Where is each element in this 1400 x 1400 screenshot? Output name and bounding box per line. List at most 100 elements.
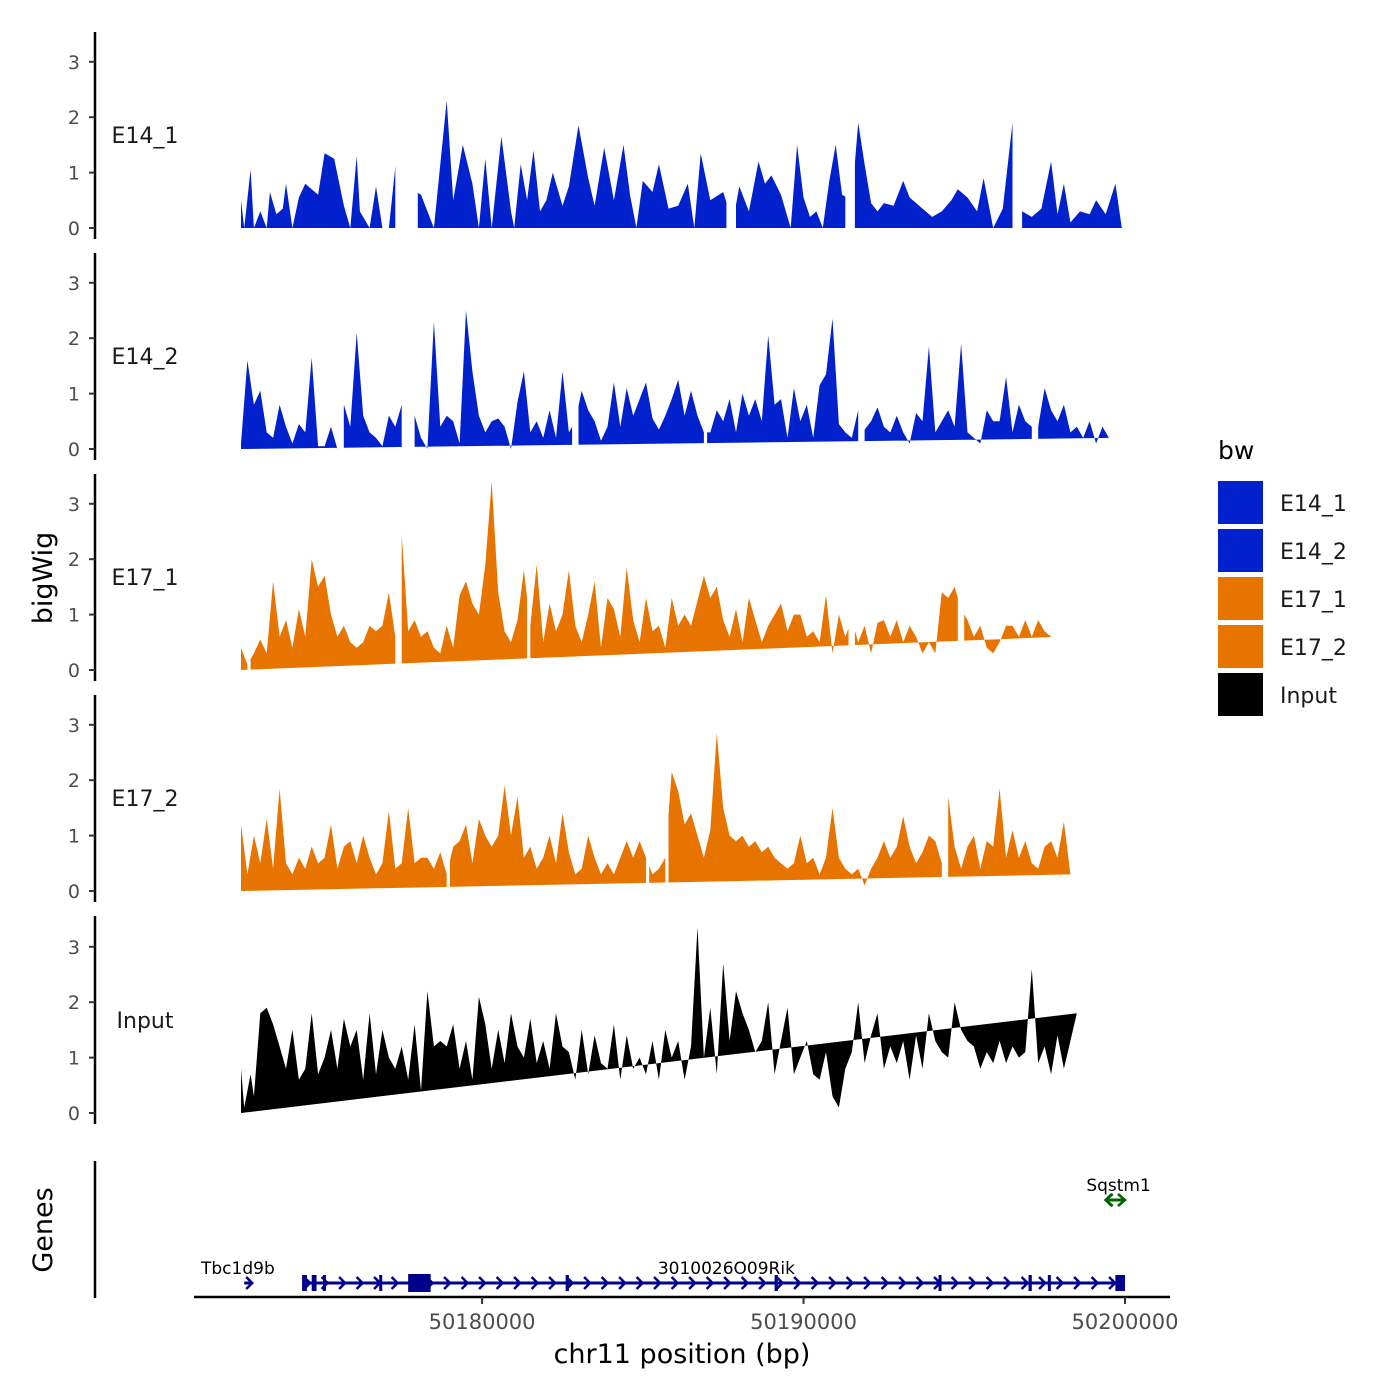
y-axis-title: bigWig xyxy=(28,532,59,625)
x-tick-label: 50200000 xyxy=(1072,1310,1179,1334)
genes-axis-title: Genes xyxy=(28,1187,59,1272)
gene-3010026O09Rik: 3010026O09Rik xyxy=(302,1259,1125,1292)
strand-arrow xyxy=(653,1276,662,1290)
strand-arrow xyxy=(1108,1276,1117,1290)
strand-arrow xyxy=(915,1276,925,1290)
coverage-gap xyxy=(446,691,450,892)
coverage-gap xyxy=(665,691,669,892)
coverage-gap xyxy=(1051,470,1058,671)
coverage-area-E14_1 xyxy=(241,100,1122,228)
strand-arrow xyxy=(950,1276,960,1290)
coverage-gap xyxy=(726,28,736,229)
strand-arrow xyxy=(793,1276,802,1290)
strand-arrow xyxy=(443,1276,452,1290)
y-tick-label: 1 xyxy=(68,163,80,185)
genes-panel: Tbc1d9b 3010026O09Rik Sqstm1 xyxy=(93,1161,1151,1298)
x-axis: 50180000 50190000 50200000 xyxy=(194,1295,1179,1334)
y-tick-label: 2 xyxy=(68,328,80,350)
gene-label: 3010026O09Rik xyxy=(658,1259,795,1279)
strand-arrow xyxy=(1003,1276,1012,1290)
gene-label: Sqstm1 xyxy=(1086,1176,1150,1196)
strand-arrow xyxy=(740,1276,750,1290)
coverage-gap xyxy=(703,249,708,450)
exon xyxy=(302,1275,307,1291)
coverage-gap xyxy=(395,470,402,671)
coverage-gap xyxy=(845,28,855,229)
strand-arrow xyxy=(985,1276,995,1290)
strand-arrow xyxy=(338,1276,347,1290)
strand-arrow xyxy=(705,1276,715,1290)
coverage-gap xyxy=(247,470,251,671)
strand-arrow xyxy=(245,1276,254,1290)
strand-arrow xyxy=(845,1276,855,1290)
coverage-tracks: 0 1 2 3 E14_1 0 1 2 3 E14_2 0 1 2 3 E17_1 0 1 2 3 E17_2 0 1 2 3… xyxy=(68,28,1122,1125)
x-tick-label: 50180000 xyxy=(429,1310,536,1334)
y-tick-label: 2 xyxy=(68,992,80,1014)
coverage-gap xyxy=(848,470,855,671)
coverage-gap xyxy=(1012,28,1023,229)
strand-arrow xyxy=(513,1276,522,1290)
y-tick-label: 3 xyxy=(68,937,80,959)
strand-arrow xyxy=(828,1276,837,1290)
strand-arrow xyxy=(355,1276,365,1290)
strand-arrow xyxy=(775,1276,785,1290)
strand-arrow xyxy=(968,1276,977,1290)
strand-arrow xyxy=(898,1276,907,1290)
y-tick-label: 1 xyxy=(68,1048,80,1070)
strand-arrow xyxy=(1103,1193,1114,1207)
y-tick-label: 1 xyxy=(68,605,80,627)
strand-arrow xyxy=(1073,1276,1082,1290)
y-tick-label: 0 xyxy=(68,881,80,903)
y-tick-label: 1 xyxy=(68,826,80,848)
strand-arrow xyxy=(478,1276,487,1290)
y-tick-label: 0 xyxy=(68,439,80,461)
exon xyxy=(322,1275,326,1291)
gene-Sqstm1: Sqstm1 xyxy=(1086,1176,1151,1207)
y-tick-label: 1 xyxy=(68,384,80,406)
track-label: E14_2 xyxy=(112,345,179,370)
x-axis-title: chr11 position (bp) xyxy=(554,1339,811,1370)
strand-arrow xyxy=(390,1276,400,1290)
coverage-gap xyxy=(337,249,344,450)
legend-label-E17_1: E17_1 xyxy=(1280,588,1347,613)
gene-Tbc1d9b: Tbc1d9b xyxy=(200,1259,275,1290)
strand-arrow xyxy=(1090,1276,1100,1290)
strand-arrow xyxy=(880,1276,890,1290)
coverage-gap xyxy=(395,28,418,229)
track-E14_2: 0 1 2 3 E14_2 xyxy=(68,249,1109,461)
exon xyxy=(565,1275,569,1291)
strand-arrow xyxy=(723,1276,732,1290)
strand-arrow xyxy=(618,1276,627,1290)
strand-arrow xyxy=(460,1276,470,1290)
strand-arrow xyxy=(810,1276,820,1290)
coverage-area-E17_2 xyxy=(241,733,1071,891)
legend-swatch-E17_2 xyxy=(1218,625,1263,668)
legend-swatch-E17_1 xyxy=(1218,577,1263,620)
track-Input: 0 1 2 3 Input xyxy=(68,916,1077,1125)
y-tick-label: 0 xyxy=(68,218,80,240)
exon xyxy=(1028,1275,1032,1291)
track-label: E14_1 xyxy=(112,124,179,149)
strand-arrow xyxy=(583,1276,592,1290)
track-label: Input xyxy=(117,1009,174,1034)
y-tick-label: 2 xyxy=(68,107,80,129)
strand-arrow xyxy=(495,1276,505,1290)
y-tick-label: 3 xyxy=(68,273,80,295)
legend-label-E17_2: E17_2 xyxy=(1280,636,1347,661)
x-tick-label: 50190000 xyxy=(750,1310,857,1334)
strand-arrow xyxy=(758,1276,767,1290)
strand-arrow xyxy=(548,1276,557,1290)
y-tick-label: 3 xyxy=(68,494,80,516)
y-tick-label: 3 xyxy=(68,715,80,737)
coverage-area-E17_1 xyxy=(241,481,1058,670)
coverage-gap xyxy=(858,249,865,450)
strand-arrow xyxy=(530,1276,540,1290)
strand-arrow xyxy=(1020,1276,1030,1290)
legend-swatch-E14_2 xyxy=(1218,529,1263,572)
track-E14_1: 0 1 2 3 E14_1 xyxy=(68,28,1122,240)
y-tick-label: 2 xyxy=(68,770,80,792)
track-label: E17_2 xyxy=(112,787,179,812)
coverage-gap xyxy=(527,470,531,671)
exon xyxy=(1047,1275,1051,1291)
